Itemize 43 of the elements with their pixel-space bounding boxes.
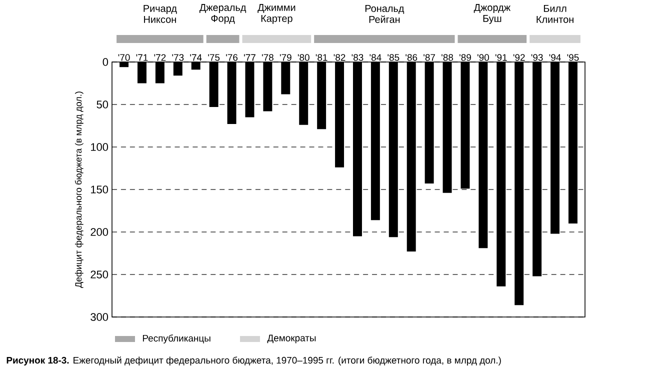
text: Рональд Рейган bbox=[365, 5, 404, 23]
text: Рисунок 18-3. Ежегодный дефицит федерального бюджета, 1970–1995 гг. (итоги бюджетного года, в млрд дол.) bbox=[6, 356, 501, 366]
x-tick-label: '83 bbox=[352, 54, 364, 61]
x-tick-label: '93 bbox=[531, 54, 543, 61]
x-tick-label: '92 bbox=[513, 54, 525, 61]
text: Демократы bbox=[267, 334, 316, 344]
text: Джеральд Форд bbox=[199, 4, 246, 24]
text: Джимми Картер bbox=[258, 4, 296, 24]
y-tick-label: 250 bbox=[90, 270, 108, 278]
x-tick-label: '88 bbox=[442, 54, 454, 61]
x-tick-label: '77 bbox=[244, 54, 256, 61]
x-tick-label: '82 bbox=[334, 54, 346, 61]
x-tick-label: '81 bbox=[316, 54, 328, 61]
y-tick-label: 50 bbox=[96, 100, 108, 108]
y-axis-title: Дефицит федерального бюджета (в млрд дол.) bbox=[74, 92, 84, 288]
x-tick-label: '72 bbox=[154, 54, 166, 61]
x-tick-label: '71 bbox=[136, 54, 148, 61]
x-tick-label: '84 bbox=[370, 54, 382, 61]
x-tick-label: '78 bbox=[262, 54, 274, 61]
x-tick-label: '95 bbox=[567, 54, 579, 61]
x-tick-label: '80 bbox=[298, 54, 310, 61]
text: Ричард Никсон bbox=[144, 5, 177, 23]
y-tick-label: 150 bbox=[91, 186, 108, 194]
x-tick-label: '76 bbox=[226, 54, 238, 61]
x-tick-label: '79 bbox=[280, 54, 292, 61]
x-tick-label: '87 bbox=[424, 54, 436, 61]
x-tick-label: '91 bbox=[495, 54, 507, 61]
x-tick-label: '70 bbox=[118, 54, 130, 61]
x-tick-label: '74 bbox=[190, 54, 202, 61]
x-tick-label: '89 bbox=[460, 54, 471, 61]
text: Джордж Буш bbox=[474, 4, 511, 24]
y-tick-label: 200 bbox=[90, 228, 108, 236]
x-tick-label: '85 bbox=[388, 54, 400, 61]
x-tick-label: '94 bbox=[549, 54, 561, 61]
y-tick-label: 300 bbox=[90, 313, 108, 321]
text: Республиканцы bbox=[142, 334, 210, 344]
x-tick-label: '90 bbox=[478, 54, 489, 61]
text: Билл Клинтон bbox=[536, 5, 574, 23]
x-tick-label: '86 bbox=[406, 54, 418, 61]
x-tick-label: '75 bbox=[208, 54, 220, 61]
y-tick-label: 0 bbox=[102, 58, 108, 66]
x-tick-label: '73 bbox=[172, 54, 184, 61]
y-tick-label: 100 bbox=[91, 143, 108, 151]
